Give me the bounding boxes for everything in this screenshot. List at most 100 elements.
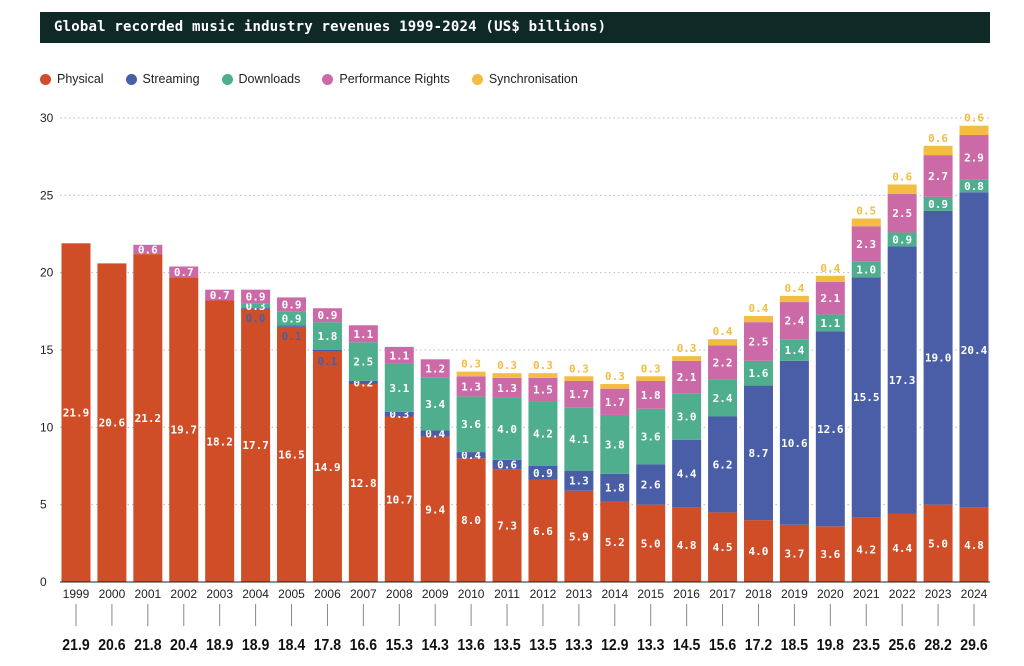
data-label: 6.2: [713, 458, 733, 471]
bar-segment: [959, 135, 989, 180]
x-tick-label: 2012: [530, 587, 557, 601]
y-tick-label: 25: [40, 188, 54, 202]
bar-segment: [815, 331, 845, 527]
bar-segment: [277, 326, 307, 582]
bar-segment: [492, 397, 522, 460]
data-label: 4.8: [964, 539, 984, 552]
bar-segment: [241, 308, 271, 310]
bar-segment: [959, 507, 989, 582]
data-label: 4.5: [713, 541, 733, 554]
bar-segment: [312, 351, 342, 582]
data-label: 3.8: [605, 438, 625, 451]
total-label: 13.3: [565, 636, 592, 654]
data-label: 4.8: [677, 539, 697, 552]
total-label: 18.9: [206, 636, 233, 654]
bar-segment: [241, 289, 271, 304]
total-label: 28.2: [924, 636, 951, 654]
bar-segment: [420, 377, 450, 431]
data-label: 19.0: [925, 352, 952, 365]
data-label: 0.1: [282, 330, 302, 343]
x-tick-label: 2016: [673, 587, 700, 601]
data-label: 0.6: [497, 458, 517, 471]
bar-segment: [528, 373, 558, 378]
bar-segment: [600, 388, 630, 415]
bar-segment: [312, 322, 342, 350]
bar-segment: [528, 377, 558, 402]
bar-segment: [384, 346, 414, 364]
data-label: 1.3: [569, 475, 589, 488]
x-tick-label: 2014: [601, 587, 628, 601]
data-label: 0.9: [928, 198, 948, 211]
x-tick-label: 2017: [709, 587, 736, 601]
bar-segment: [205, 300, 235, 582]
bar-segment: [636, 376, 666, 381]
bar-segment: [815, 281, 845, 315]
bar-segment: [492, 459, 522, 470]
bar-segment: [528, 479, 558, 582]
x-tick-label: 2004: [242, 587, 269, 601]
data-label: 1.0: [856, 264, 876, 277]
bar-segment: [420, 436, 450, 582]
bar-segment: [708, 345, 738, 380]
bar-segment: [312, 308, 342, 323]
bar-segment: [887, 513, 917, 582]
legend-label: Synchronisation: [488, 72, 578, 86]
bar-segment: [600, 501, 630, 582]
data-label: 0.4: [784, 282, 804, 295]
bar-segment: [205, 289, 235, 301]
x-tick-label: 1999: [63, 587, 90, 601]
total-label: 14.3: [421, 636, 448, 654]
data-label: 4.0: [749, 545, 769, 558]
total-label: 15.3: [386, 636, 413, 654]
x-tick-label: 2002: [170, 587, 197, 601]
bar-segment: [779, 302, 809, 340]
legend-item: Streaming: [125, 72, 200, 86]
bar-segment: [492, 373, 522, 378]
bar-segment: [61, 243, 91, 582]
data-label: 0.3: [533, 359, 553, 372]
legend-swatch: [221, 73, 233, 85]
legend-swatch: [322, 73, 334, 85]
data-label: 1.1: [353, 328, 373, 341]
data-label: 0.3: [569, 362, 589, 375]
bar-segment: [743, 520, 773, 582]
data-label: 2.1: [677, 371, 697, 384]
bar-segment: [708, 339, 738, 346]
bar-segment: [672, 393, 702, 440]
bar-segment: [384, 411, 414, 417]
total-label: 18.9: [242, 636, 269, 654]
bar-segment: [923, 210, 953, 505]
legend: Physical Streaming Downloads Performance Ri…: [40, 72, 578, 86]
bar-segment: [887, 184, 917, 194]
bar-segment: [600, 414, 630, 474]
data-label: 2.5: [749, 335, 769, 348]
chart-title-bar: Global recorded music industry revenues …: [40, 12, 990, 43]
bar-segment: [851, 517, 881, 582]
bar-segment: [348, 325, 378, 343]
data-label: 1.8: [641, 389, 661, 402]
bar-segment: [815, 314, 845, 332]
bar-segment: [564, 376, 594, 381]
bar-segment: [133, 244, 163, 255]
bar-segment: [169, 277, 199, 582]
x-tick-label: 2008: [386, 587, 413, 601]
chart-title: Global recorded music industry revenues …: [54, 19, 607, 35]
data-label: 1.8: [318, 330, 338, 343]
bar-segment: [456, 376, 486, 397]
data-label: 1.7: [605, 396, 625, 409]
bar-segment: [708, 416, 738, 513]
data-label: 0.3: [641, 362, 661, 375]
bar-segment: [779, 360, 809, 525]
data-label: 2.5: [353, 356, 373, 369]
bar-segment: [851, 218, 881, 227]
data-label: 4.2: [856, 544, 876, 557]
total-label: 13.5: [529, 636, 556, 654]
y-tick-label: 30: [40, 111, 54, 125]
data-label: 20.6: [99, 417, 126, 430]
data-label: 2.4: [713, 392, 733, 405]
bar-segment: [133, 254, 163, 582]
data-label: 2.6: [641, 479, 661, 492]
data-label: 5.0: [928, 537, 948, 550]
y-tick-label: 20: [40, 266, 54, 280]
